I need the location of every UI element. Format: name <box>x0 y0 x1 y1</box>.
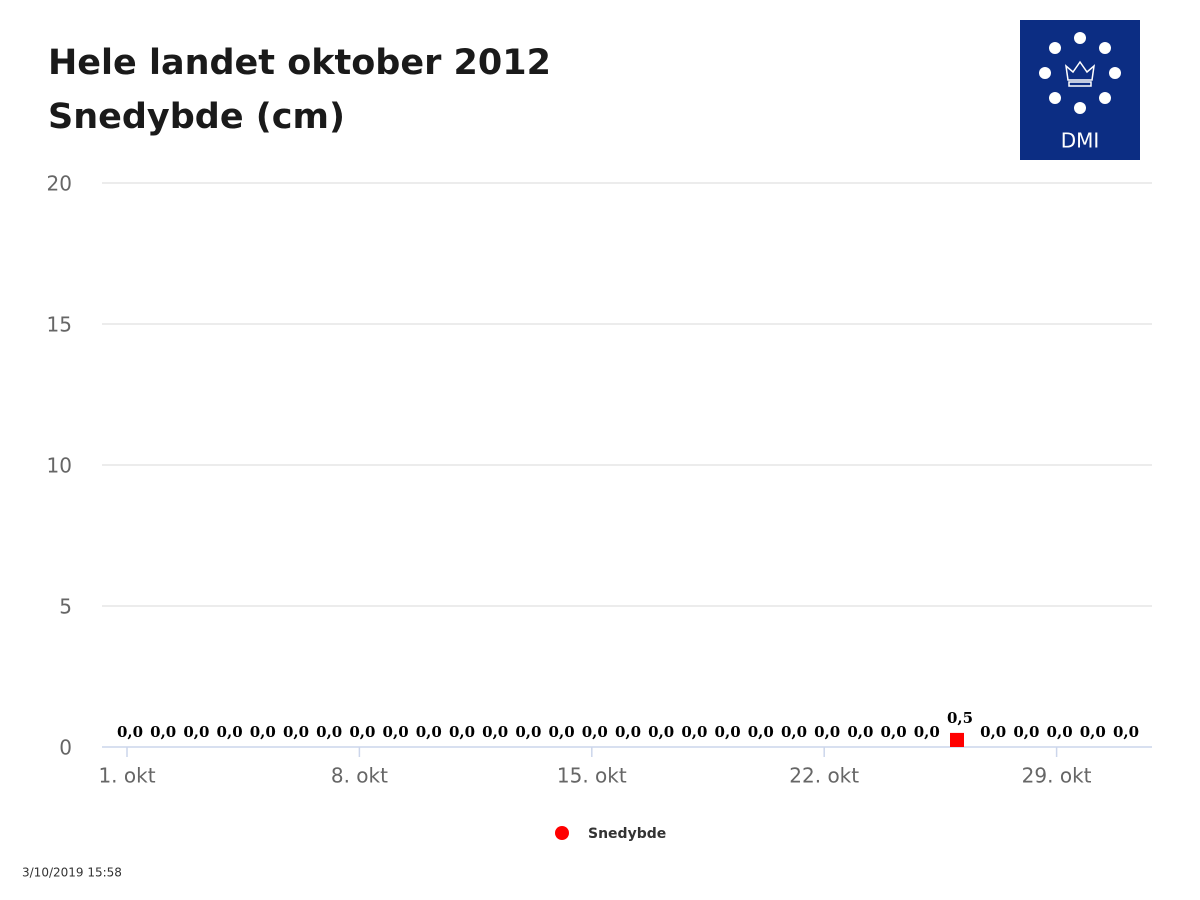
logo-dots <box>1039 32 1121 114</box>
data-label: 0,0 <box>515 723 541 741</box>
chart-title: Hele landet oktober 2012 <box>48 43 551 83</box>
data-label: 0,0 <box>217 723 243 741</box>
y-tick-label: 20 <box>47 172 72 196</box>
x-tick-label: 15. okt <box>557 764 627 788</box>
data-label: 0,0 <box>250 723 276 741</box>
y-tick-label: 0 <box>59 736 72 760</box>
data-label: 0,0 <box>582 723 608 741</box>
legend-label: Snedybde <box>588 826 666 842</box>
data-label: 0,0 <box>283 723 309 741</box>
y-tick-label: 5 <box>59 595 72 619</box>
data-label: 0,0 <box>1080 723 1106 741</box>
data-label: 0,0 <box>150 723 176 741</box>
data-label: 0,0 <box>482 723 508 741</box>
data-label: 0,0 <box>1047 723 1073 741</box>
data-label: 0,0 <box>914 723 940 741</box>
data-label: 0,0 <box>847 723 873 741</box>
data-label: 0,0 <box>316 723 342 741</box>
data-label: 0,0 <box>681 723 707 741</box>
data-label: 0,0 <box>383 723 409 741</box>
x-tick-label: 1. okt <box>98 764 155 788</box>
data-label: 0,0 <box>117 723 143 741</box>
logo: DMI <box>1020 20 1140 160</box>
x-tick-label: 8. okt <box>331 764 388 788</box>
data-label: 0,0 <box>781 723 807 741</box>
logo-text: DMI <box>1061 129 1100 153</box>
data-label: 0,0 <box>183 723 209 741</box>
logo-crown <box>1064 60 1096 87</box>
data-label: 0,0 <box>416 723 442 741</box>
data-label: 0,0 <box>748 723 774 741</box>
data-label: 0,0 <box>349 723 375 741</box>
data-label: 0,5 <box>947 709 973 727</box>
x-tick-label: 22. okt <box>789 764 859 788</box>
timestamp: 3/10/2019 15:58 <box>22 866 122 880</box>
data-label: 0,0 <box>1013 723 1039 741</box>
data-label: 0,0 <box>814 723 840 741</box>
x-tick-label: 29. okt <box>1022 764 1092 788</box>
bar <box>950 732 964 747</box>
y-tick-label: 10 <box>47 454 72 478</box>
data-label: 0,0 <box>1113 723 1139 741</box>
chart-subtitle: Snedybde (cm) <box>48 97 345 137</box>
data-label: 0,0 <box>549 723 575 741</box>
data-label: 0,0 <box>881 723 907 741</box>
data-label: 0,0 <box>715 723 741 741</box>
data-label: 0,0 <box>615 723 641 741</box>
y-tick-label: 15 <box>47 313 72 337</box>
data-label: 0,0 <box>980 723 1006 741</box>
data-label: 0,0 <box>449 723 475 741</box>
data-label: 0,0 <box>648 723 674 741</box>
legend-marker <box>555 826 569 840</box>
